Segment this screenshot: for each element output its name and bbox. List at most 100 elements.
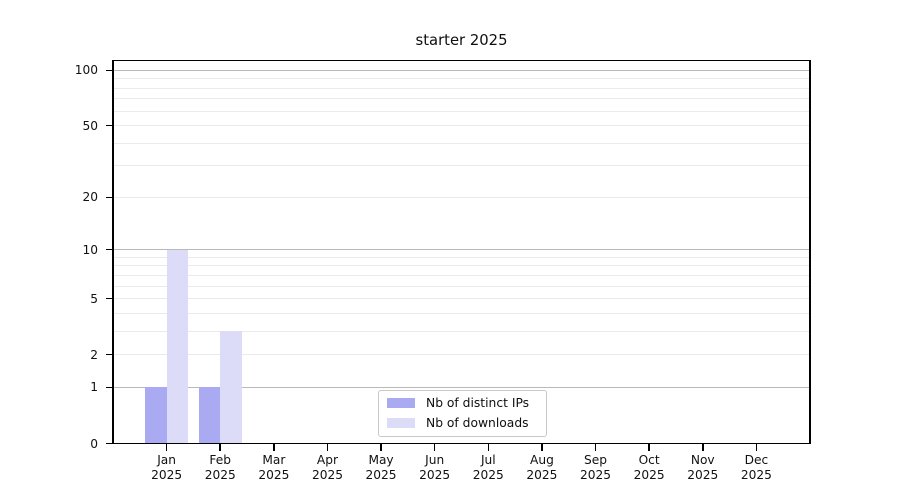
x-tick-label: Mar 2025	[242, 453, 306, 484]
y-tick-label: 2	[90, 347, 98, 362]
x-tick-label-line: 2025	[526, 468, 558, 482]
x-tick-label: Feb 2025	[188, 453, 252, 484]
x-tick-label-line: 2025	[633, 468, 665, 482]
y-tick	[106, 353, 113, 356]
x-tick-label: Jan 2025	[135, 453, 199, 484]
y-gridline-minor	[113, 110, 810, 112]
y-tick	[106, 386, 113, 389]
x-tick-label-line: Mar	[262, 452, 286, 467]
axis-spine-bottom	[113, 442, 810, 445]
y-tick-label: 5	[90, 291, 98, 306]
legend-label-downloads: Nb of downloads	[426, 416, 529, 431]
y-gridline-minor	[113, 298, 810, 300]
x-tick-label: Aug 2025	[510, 453, 574, 484]
x-tick	[594, 443, 597, 451]
y-gridline-minor	[113, 98, 810, 100]
x-tick-label: Oct 2025	[617, 453, 681, 484]
plot-area: Nb of distinct IPs Nb of downloads	[112, 59, 811, 445]
x-tick	[219, 443, 221, 451]
y-gridline-minor	[113, 330, 810, 332]
y-tick	[106, 297, 113, 300]
x-tick-label-line: 2025	[687, 468, 719, 482]
y-tick	[106, 124, 113, 127]
y-tick	[106, 69, 113, 72]
axis-spine-left	[112, 59, 114, 445]
x-tick-label: Sep 2025	[564, 453, 628, 484]
x-tick-label-line: Feb	[209, 452, 231, 467]
y-gridline-minor	[113, 87, 810, 89]
x-tick-label-line: Jan	[157, 452, 176, 467]
x-tick-label-line: Dec	[744, 452, 769, 467]
x-tick-label-line: 2025	[580, 468, 612, 482]
x-tick	[487, 443, 490, 451]
y-tick-label: 50	[82, 118, 98, 133]
x-tick-label: May 2025	[349, 453, 413, 484]
y-gridline-major	[113, 248, 810, 251]
y-gridline-minor	[113, 165, 810, 167]
x-tick	[541, 443, 543, 451]
y-gridline-minor	[113, 125, 810, 127]
y-gridline-major	[113, 69, 810, 71]
x-tick-label: Apr 2025	[295, 453, 359, 484]
bar-downloads	[220, 331, 242, 444]
x-tick-label: Dec 2025	[724, 453, 788, 484]
x-tick	[755, 443, 758, 451]
legend-item-downloads: Nb of downloads	[387, 416, 538, 430]
x-tick	[648, 443, 650, 451]
legend-label-distinct-ips: Nb of distinct IPs	[426, 395, 530, 410]
y-gridline-minor	[113, 285, 810, 287]
y-tick-label: 100	[74, 63, 98, 78]
bar-distinct-ips	[145, 387, 167, 444]
legend-swatch-distinct-ips	[387, 397, 415, 408]
y-gridline-minor	[113, 196, 810, 198]
x-tick-label-line: 2025	[419, 468, 451, 482]
axis-spine-top	[113, 59, 810, 62]
x-tick-label-line: Apr	[316, 452, 338, 467]
y-gridline-minor	[113, 265, 810, 267]
y-gridline-minor	[113, 256, 810, 258]
y-gridline-minor	[113, 78, 810, 80]
y-gridline-minor	[113, 142, 810, 144]
y-gridline-minor	[113, 312, 810, 314]
x-tick-label-line: 2025	[258, 468, 290, 482]
chart-title: starter 2025	[415, 32, 508, 49]
y-tick-label: 10	[82, 242, 98, 257]
bar-downloads	[166, 249, 189, 444]
x-tick	[165, 443, 168, 451]
x-tick-label-line: 2025	[311, 468, 343, 482]
x-tick	[702, 443, 704, 451]
x-tick-label-line: Jul	[480, 452, 496, 467]
x-tick-label-line: 2025	[151, 468, 183, 482]
legend-item-distinct-ips: Nb of distinct IPs	[387, 396, 538, 410]
legend-swatch-downloads	[387, 418, 415, 429]
y-tick	[106, 196, 113, 199]
x-tick	[326, 443, 329, 451]
y-tick-label: 1	[90, 380, 98, 395]
x-tick-label: Jun 2025	[403, 453, 467, 484]
y-gridline-minor	[113, 274, 810, 276]
legend: Nb of distinct IPs Nb of downloads	[378, 389, 547, 437]
y-tick	[106, 248, 113, 251]
y-gridline-minor	[113, 354, 810, 356]
x-tick-label-line: 2025	[365, 468, 397, 482]
x-tick-label-line: Sep	[584, 452, 608, 467]
y-tick-label: 0	[90, 436, 98, 451]
x-tick-label: Nov 2025	[671, 453, 735, 484]
x-tick	[380, 443, 382, 451]
x-tick-label-line: 2025	[204, 468, 236, 482]
x-tick-label-line: 2025	[472, 468, 504, 482]
x-tick-label-line: May	[368, 452, 394, 467]
x-tick-label-line: 2025	[740, 468, 772, 482]
bar-distinct-ips	[198, 387, 221, 444]
x-tick-label: Jul 2025	[456, 453, 520, 484]
y-gridline-major	[113, 386, 810, 389]
x-tick-label-line: Oct	[638, 452, 660, 467]
x-tick	[273, 443, 275, 451]
x-tick-label-line: Jun	[425, 452, 445, 467]
x-tick	[433, 443, 436, 451]
y-tick-label: 20	[82, 190, 98, 205]
x-tick-label-line: Aug	[530, 452, 554, 467]
